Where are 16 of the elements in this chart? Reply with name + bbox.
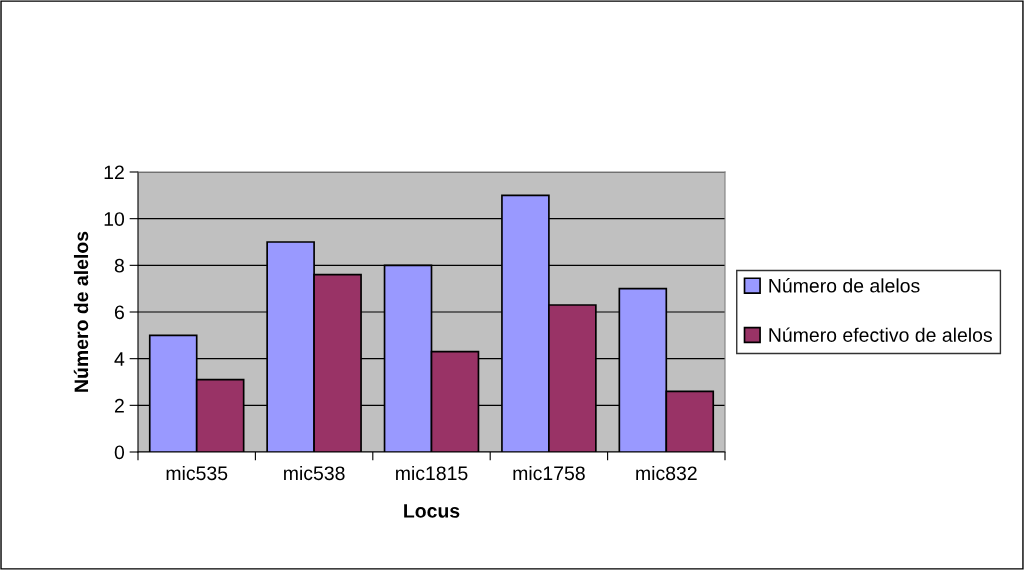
- x-tick-label: mic1758: [513, 465, 585, 481]
- x-tick-label: mic1815: [396, 465, 468, 481]
- y-tick-label: 4: [114, 352, 125, 366]
- x-axis-title: Locus: [404, 504, 460, 518]
- x-tick-label: mic832: [636, 465, 697, 481]
- y-tick-label: 10: [104, 212, 125, 226]
- y-tick-label: 12: [104, 165, 124, 180]
- y-tick-label: 2: [114, 398, 124, 413]
- y-tick-label: 0: [114, 445, 125, 460]
- y-axis-title: Número de alelos: [73, 231, 89, 392]
- y-tick-label: 6: [114, 305, 124, 320]
- x-tick-label: mic538: [284, 465, 345, 481]
- legend-label: Número de alelos: [769, 278, 920, 293]
- y-tick-label: 8: [114, 258, 124, 273]
- x-tick-label: mic535: [166, 465, 228, 481]
- legend-label: Número efectivo de alelos: [769, 327, 992, 342]
